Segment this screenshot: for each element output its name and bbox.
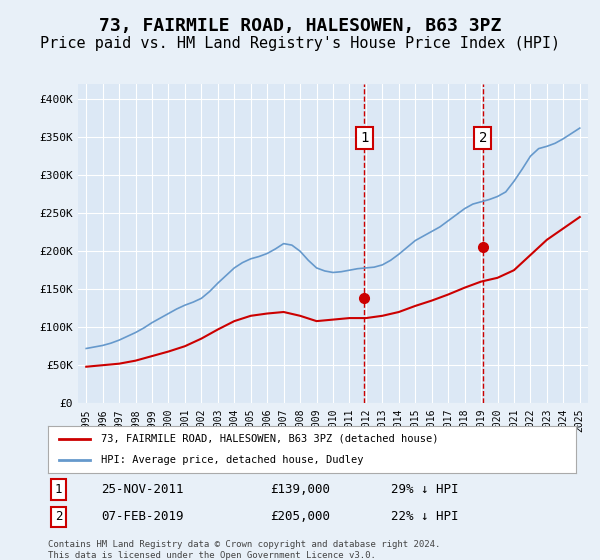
Text: £139,000: £139,000 — [270, 483, 330, 496]
Text: 29% ↓ HPI: 29% ↓ HPI — [391, 483, 459, 496]
Text: Price paid vs. HM Land Registry's House Price Index (HPI): Price paid vs. HM Land Registry's House … — [40, 36, 560, 52]
Text: 73, FAIRMILE ROAD, HALESOWEN, B63 3PZ (detached house): 73, FAIRMILE ROAD, HALESOWEN, B63 3PZ (d… — [101, 434, 438, 444]
Text: 1: 1 — [360, 131, 368, 145]
Text: 2: 2 — [55, 511, 62, 524]
Text: 2: 2 — [479, 131, 487, 145]
Text: 07-FEB-2019: 07-FEB-2019 — [101, 511, 184, 524]
Text: HPI: Average price, detached house, Dudley: HPI: Average price, detached house, Dudl… — [101, 455, 364, 465]
Text: 1: 1 — [55, 483, 62, 496]
Text: Contains HM Land Registry data © Crown copyright and database right 2024.
This d: Contains HM Land Registry data © Crown c… — [48, 540, 440, 560]
Text: 25-NOV-2011: 25-NOV-2011 — [101, 483, 184, 496]
Text: £205,000: £205,000 — [270, 511, 330, 524]
Text: 22% ↓ HPI: 22% ↓ HPI — [391, 511, 459, 524]
Text: 73, FAIRMILE ROAD, HALESOWEN, B63 3PZ: 73, FAIRMILE ROAD, HALESOWEN, B63 3PZ — [99, 17, 501, 35]
